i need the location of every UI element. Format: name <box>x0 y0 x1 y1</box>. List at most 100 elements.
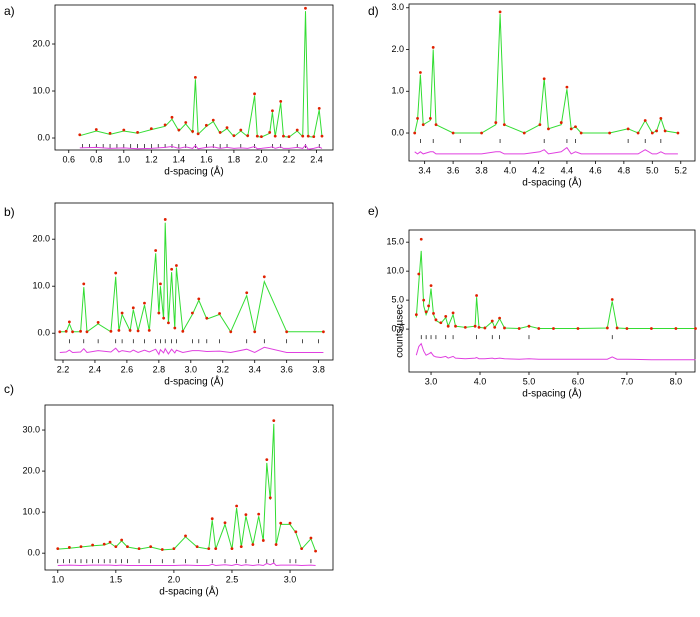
observed-point <box>429 284 433 288</box>
observed-point <box>191 311 194 315</box>
observed-point <box>608 131 612 135</box>
observed-point <box>625 327 629 330</box>
x-tick-label: 1.0 <box>118 154 131 164</box>
observed-point <box>288 521 292 525</box>
observed-point <box>421 123 425 127</box>
observed-point <box>279 99 283 103</box>
x-tick-label: 5.0 <box>523 376 536 386</box>
observed-point <box>108 131 112 135</box>
observed-point <box>522 131 526 135</box>
x-tick-label: 2.0 <box>255 154 268 164</box>
observed-point <box>490 319 494 323</box>
observed-point <box>463 325 467 329</box>
curve <box>414 146 678 155</box>
observed-point <box>191 130 195 133</box>
x-tick-label: 0.8 <box>90 154 103 164</box>
observed-point <box>128 328 132 332</box>
y-tick-label: 1.0 <box>391 86 404 96</box>
observed-point <box>170 267 174 271</box>
observed-point <box>674 327 678 330</box>
observed-point <box>295 128 299 132</box>
x-tick-label: 2.8 <box>153 364 166 374</box>
observed-point <box>320 134 324 138</box>
observed-point <box>542 77 546 81</box>
curve <box>415 342 696 361</box>
observed-point <box>207 547 211 551</box>
observed-point <box>494 121 498 124</box>
x-tick-label: 4.0 <box>474 376 487 386</box>
panel-label: b) <box>4 205 15 219</box>
x-tick-label: 1.5 <box>110 574 123 584</box>
observed-point <box>317 107 321 110</box>
observed-point <box>193 75 197 79</box>
observed-point <box>454 324 457 328</box>
panel-label: d) <box>368 4 379 18</box>
observed-point <box>527 324 531 328</box>
observed-point <box>94 128 98 131</box>
observed-point <box>615 326 619 330</box>
observed-point <box>235 504 239 508</box>
x-axis-title: d-spacing (Å) <box>159 585 218 598</box>
x-tick-label: 3.0 <box>185 364 198 374</box>
observed-point <box>659 117 663 120</box>
observed-point <box>232 134 236 138</box>
observed-point <box>493 325 497 329</box>
observed-point <box>245 291 249 295</box>
observed-point <box>163 218 167 221</box>
observed-point <box>576 327 580 330</box>
observed-point <box>475 294 478 297</box>
observed-point <box>446 324 450 328</box>
observed-point <box>261 539 265 542</box>
observed-point <box>427 304 430 308</box>
observed-point <box>147 328 151 332</box>
x-tick-label: 4.0 <box>504 165 517 175</box>
observed-point <box>502 123 506 127</box>
observed-point <box>114 271 118 275</box>
x-tick-label: 0.6 <box>63 154 76 164</box>
observed-point <box>244 513 248 516</box>
observed-point <box>473 324 477 328</box>
y-tick-label: 0.0 <box>37 328 50 338</box>
observed-point <box>434 318 438 322</box>
observed-point <box>126 545 129 549</box>
observed-point <box>301 134 305 138</box>
observed-point <box>579 131 583 135</box>
observed-point <box>173 326 177 330</box>
observed-point <box>239 545 243 549</box>
observed-point <box>636 131 640 135</box>
observed-point <box>162 316 166 320</box>
x-tick-label: 3.2 <box>217 364 230 374</box>
observed-point <box>251 543 255 546</box>
observed-point <box>537 327 541 330</box>
observed-point <box>428 117 432 120</box>
observed-point <box>626 127 630 131</box>
observed-point <box>547 127 550 131</box>
observed-point <box>285 330 289 334</box>
observed-point <box>85 330 89 334</box>
observed-point <box>181 329 185 333</box>
observed-point <box>120 538 124 542</box>
observed-point <box>565 85 569 89</box>
y-tick-label: 20.0 <box>32 38 50 48</box>
observed-point <box>137 547 141 551</box>
observed-point <box>229 330 233 334</box>
observed-point <box>418 71 422 74</box>
observed-point <box>255 134 259 138</box>
observed-point <box>108 540 112 544</box>
x-axis-title: d-spacing (Å) <box>164 375 223 388</box>
y-tick-label: 20.0 <box>22 465 40 475</box>
y-tick-label: 0.0 <box>391 323 404 333</box>
observed-point <box>223 521 227 525</box>
x-tick-label: 1.6 <box>200 154 213 164</box>
observed-point <box>253 92 256 96</box>
observed-point <box>694 327 697 330</box>
observed-point <box>451 311 455 315</box>
observed-point <box>451 131 455 135</box>
observed-point <box>214 547 218 551</box>
x-tick-label: 2.2 <box>283 154 296 164</box>
observed-point <box>306 134 310 138</box>
y-tick-label: 15.0 <box>386 237 404 247</box>
x-tick-label: 2.4 <box>89 364 102 374</box>
observed-point <box>197 297 201 301</box>
